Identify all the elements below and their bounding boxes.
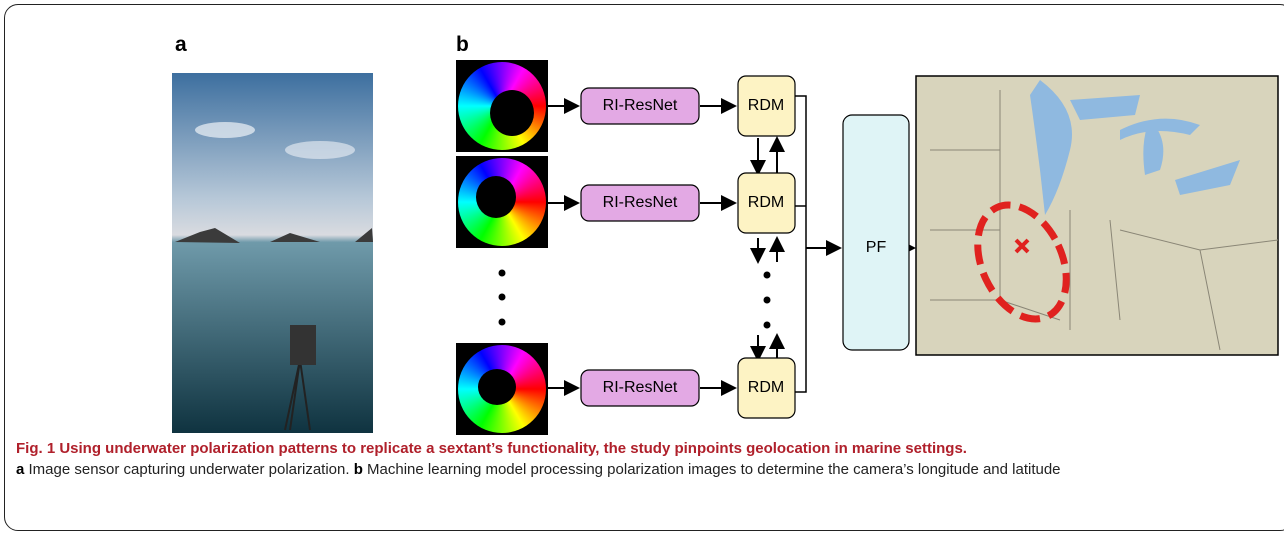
pf-box: [843, 115, 909, 350]
caption-text: Image sensor capturing underwater polari…: [29, 461, 350, 478]
polarization-image: [456, 60, 548, 152]
pf-label: PF: [866, 239, 887, 256]
rdm-label: RDM: [748, 379, 784, 396]
rdm-label: RDM: [748, 97, 784, 114]
caption: Fig. 1 Using underwater polarization pat…: [16, 438, 1278, 480]
caption-label: a: [16, 461, 24, 478]
connector: [795, 96, 806, 392]
photo: [172, 73, 373, 433]
caption-text: Machine learning model processing polari…: [367, 461, 1060, 478]
ellipsis: [499, 270, 771, 329]
caption-title: Fig. 1 Using underwater polarization pat…: [16, 440, 967, 457]
map: [916, 76, 1278, 355]
figure: a b RI-ResNet RI-ResNet RI-ResNet RDM RDM RDM…: [0, 0, 1284, 538]
rdm-label: RDM: [748, 194, 784, 211]
polarization-image: [456, 156, 548, 248]
resnet-label: RI-ResNet: [603, 97, 678, 114]
resnet-label: RI-ResNet: [603, 379, 678, 396]
resnet-label: RI-ResNet: [603, 194, 678, 211]
caption-label: b: [354, 461, 363, 478]
polarization-image: [456, 343, 548, 435]
